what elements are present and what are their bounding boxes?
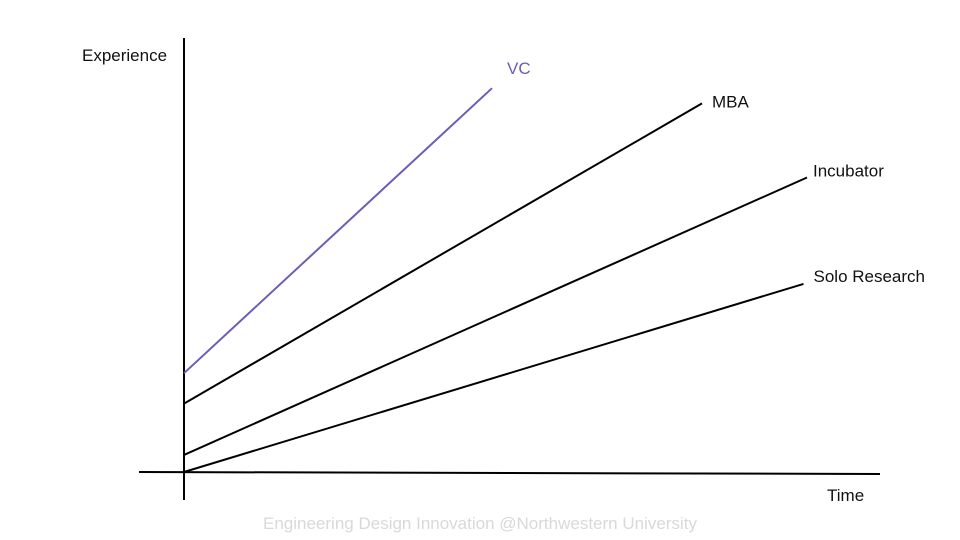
y-axis-label: Experience	[82, 46, 167, 65]
series-line-mba	[183, 102, 703, 405]
series-label-incubator: Incubator	[813, 162, 884, 181]
series-label-vc: VC	[507, 59, 531, 78]
x-axis	[138, 471, 881, 475]
series-group: VC MBA Incubator Solo Research	[183, 59, 926, 473]
series-line-incubator	[183, 176, 808, 456]
series-label-solo-research: Solo Research	[814, 267, 926, 286]
series-line-solo-research	[183, 282, 804, 473]
series-line-vc	[183, 87, 493, 374]
series-label-mba: MBA	[712, 92, 750, 111]
x-axis-label: Time	[827, 486, 864, 505]
watermark: Engineering Design Innovation @Northwest…	[263, 514, 697, 533]
